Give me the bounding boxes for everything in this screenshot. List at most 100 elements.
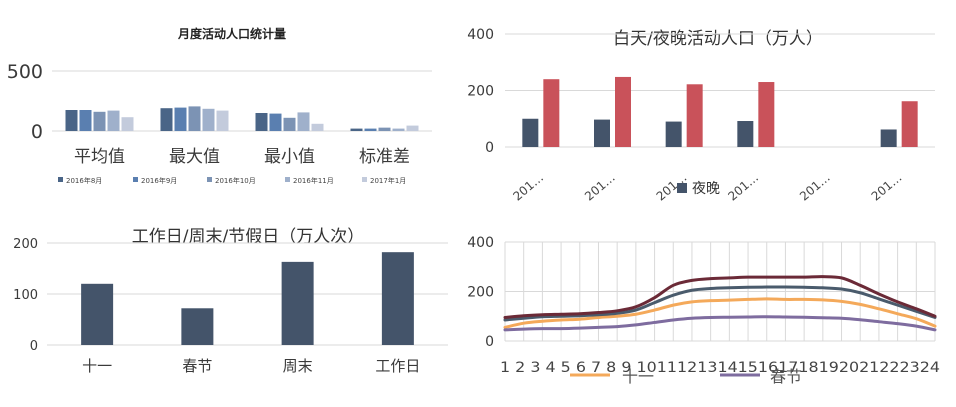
chart2-bar [737, 121, 754, 147]
chart1-legend-label: 2016年10月 [215, 176, 256, 185]
chart1-bar [350, 128, 363, 131]
chart4-legend: 十一 春节 [570, 367, 802, 386]
chart4-series-line [503, 285, 937, 322]
chart1-bar [392, 128, 405, 131]
chart2-category-label: 201… [725, 170, 761, 203]
chart2-bar [686, 84, 703, 147]
chart1-bar [378, 127, 391, 131]
chart3-bar [381, 252, 414, 345]
chart1-category-label: 标准差 [359, 147, 410, 167]
chart1-bar [283, 117, 296, 131]
chart1-bar [297, 112, 310, 131]
chart1-bar [364, 128, 377, 131]
chart3-bar [281, 261, 314, 345]
chart3-bars [81, 252, 414, 345]
chart2-y-ticks: 0 200 400 [467, 27, 494, 156]
chart1-legend-swatch [285, 177, 290, 182]
chart1-y-tick: 500 [7, 61, 43, 83]
chart2-legend-swatch [677, 183, 687, 193]
chart1-y-tick: 0 [31, 121, 43, 143]
chart1-legend-label: 2016年11月 [293, 176, 334, 185]
chart2-gridlines [505, 33, 935, 148]
chart3-category-label: 十一 [82, 357, 112, 375]
chart1-bar [107, 110, 120, 131]
chart2-bar [594, 119, 610, 147]
chart2-y-tick: 200 [467, 84, 494, 100]
chart4-y-ticks: 0 200 400 [467, 235, 494, 350]
chart2-bar [522, 118, 539, 147]
chart2-bar [543, 79, 560, 147]
chart1-bar [269, 113, 282, 131]
chart1-legend-label: 2017年1月 [370, 176, 406, 185]
chart3-y-tick: 100 [13, 288, 38, 303]
chart3-gridlines [47, 242, 448, 346]
chart1-bar [255, 113, 268, 131]
chart2-category-label: 201… [797, 170, 833, 203]
chart1-bar [202, 108, 215, 131]
chart-day-night-population: 白天/夜晚活动人口（万人） 0 200 400 201… 201… 201… 201… 20… [467, 27, 935, 204]
chart2-bar [901, 101, 918, 147]
chart1-bar [188, 106, 201, 131]
chart1-bars [65, 106, 419, 131]
chart1-title: 月度活动人口统计量 [177, 26, 286, 41]
chart4-legend-label-shiyi: 十一 [622, 367, 654, 386]
chart1-bar [121, 117, 134, 131]
chart1-legend: 2016年8月 2016年9月 2016年10月 2016年11月 2017年1月 [58, 176, 406, 185]
chart3-bar [81, 283, 114, 345]
chart2-legend-label: 夜晚 [692, 181, 720, 197]
chart2-title: 白天/夜晚活动人口（万人） [613, 29, 823, 49]
chart4-x-tick-labels: 1 2 3 4 5 6 7 8 9 1011121314151617181920… [500, 360, 940, 376]
chart4-series-line [503, 297, 937, 329]
chart1-bar [311, 123, 324, 131]
chart2-bar [758, 82, 775, 147]
chart1-category-label: 平均值 [74, 147, 125, 167]
chart1-bar [93, 111, 106, 131]
chart1-legend-label: 2016年9月 [141, 176, 177, 185]
chart1-category-label: 最大值 [169, 147, 220, 167]
chart1-categories: 平均值 最大值 最小值 标准差 [74, 147, 410, 167]
chart3-y-tick: 0 [30, 339, 38, 354]
chart4-y-tick: 0 [485, 334, 494, 350]
chart1-bar [174, 107, 187, 131]
chart1-bar [65, 110, 78, 131]
chart2-y-tick: 400 [467, 27, 494, 43]
chart1-bar [406, 125, 419, 131]
chart1-legend-swatch [133, 177, 138, 182]
chart3-category-label: 周末 [283, 357, 313, 375]
chart3-y-tick: 200 [13, 237, 38, 252]
chart1-legend-label: 2016年8月 [66, 176, 102, 185]
chart4-legend-label-chunjie: 春节 [770, 367, 802, 386]
chart4-series-line [503, 315, 937, 332]
chart3-y-ticks: 0 100 200 [13, 237, 38, 354]
chart2-bars [522, 76, 918, 147]
chart4-y-tick: 400 [467, 235, 494, 251]
chart2-bar [665, 121, 682, 147]
chart1-legend-swatch [362, 177, 367, 182]
chart-workday-weekend-holiday: 工作日/周末/节假日（万人次） 0 100 200 十一 春节 周末 工作日 [13, 227, 448, 375]
chart1-legend-swatch [58, 177, 63, 182]
chart2-category-label: 201… [869, 170, 905, 203]
chart1-category-label: 最小值 [264, 147, 315, 167]
chart1-bar [79, 110, 92, 131]
chart1-bar [216, 110, 229, 131]
chart2-category-label: 201… [582, 170, 618, 203]
chart-hourly-population: 0 200 400 1 2 3 4 5 6 7 8 9 10111213141516… [467, 235, 940, 386]
chart1-legend-swatch [207, 177, 212, 182]
chart3-category-label: 工作日 [375, 357, 420, 375]
chart2-category-label: 201… [510, 170, 546, 203]
chart2-legend: 夜晚 [677, 181, 720, 197]
chart3-bar [181, 308, 214, 345]
chart3-categories: 十一 春节 周末 工作日 [82, 357, 420, 375]
chart4-gridlines [504, 241, 936, 342]
chart3-category-label: 春节 [182, 357, 212, 375]
chart3-title: 工作日/周末/节假日（万人次） [132, 227, 364, 247]
chart1-y-ticks: 0 500 [7, 61, 43, 143]
chart4-y-tick: 200 [467, 285, 494, 301]
chart4-lines [503, 275, 937, 332]
chart4-series-line [503, 275, 937, 319]
chart2-y-tick: 0 [485, 140, 494, 156]
chart2-bar [615, 76, 631, 147]
chart2-bar [880, 129, 897, 147]
